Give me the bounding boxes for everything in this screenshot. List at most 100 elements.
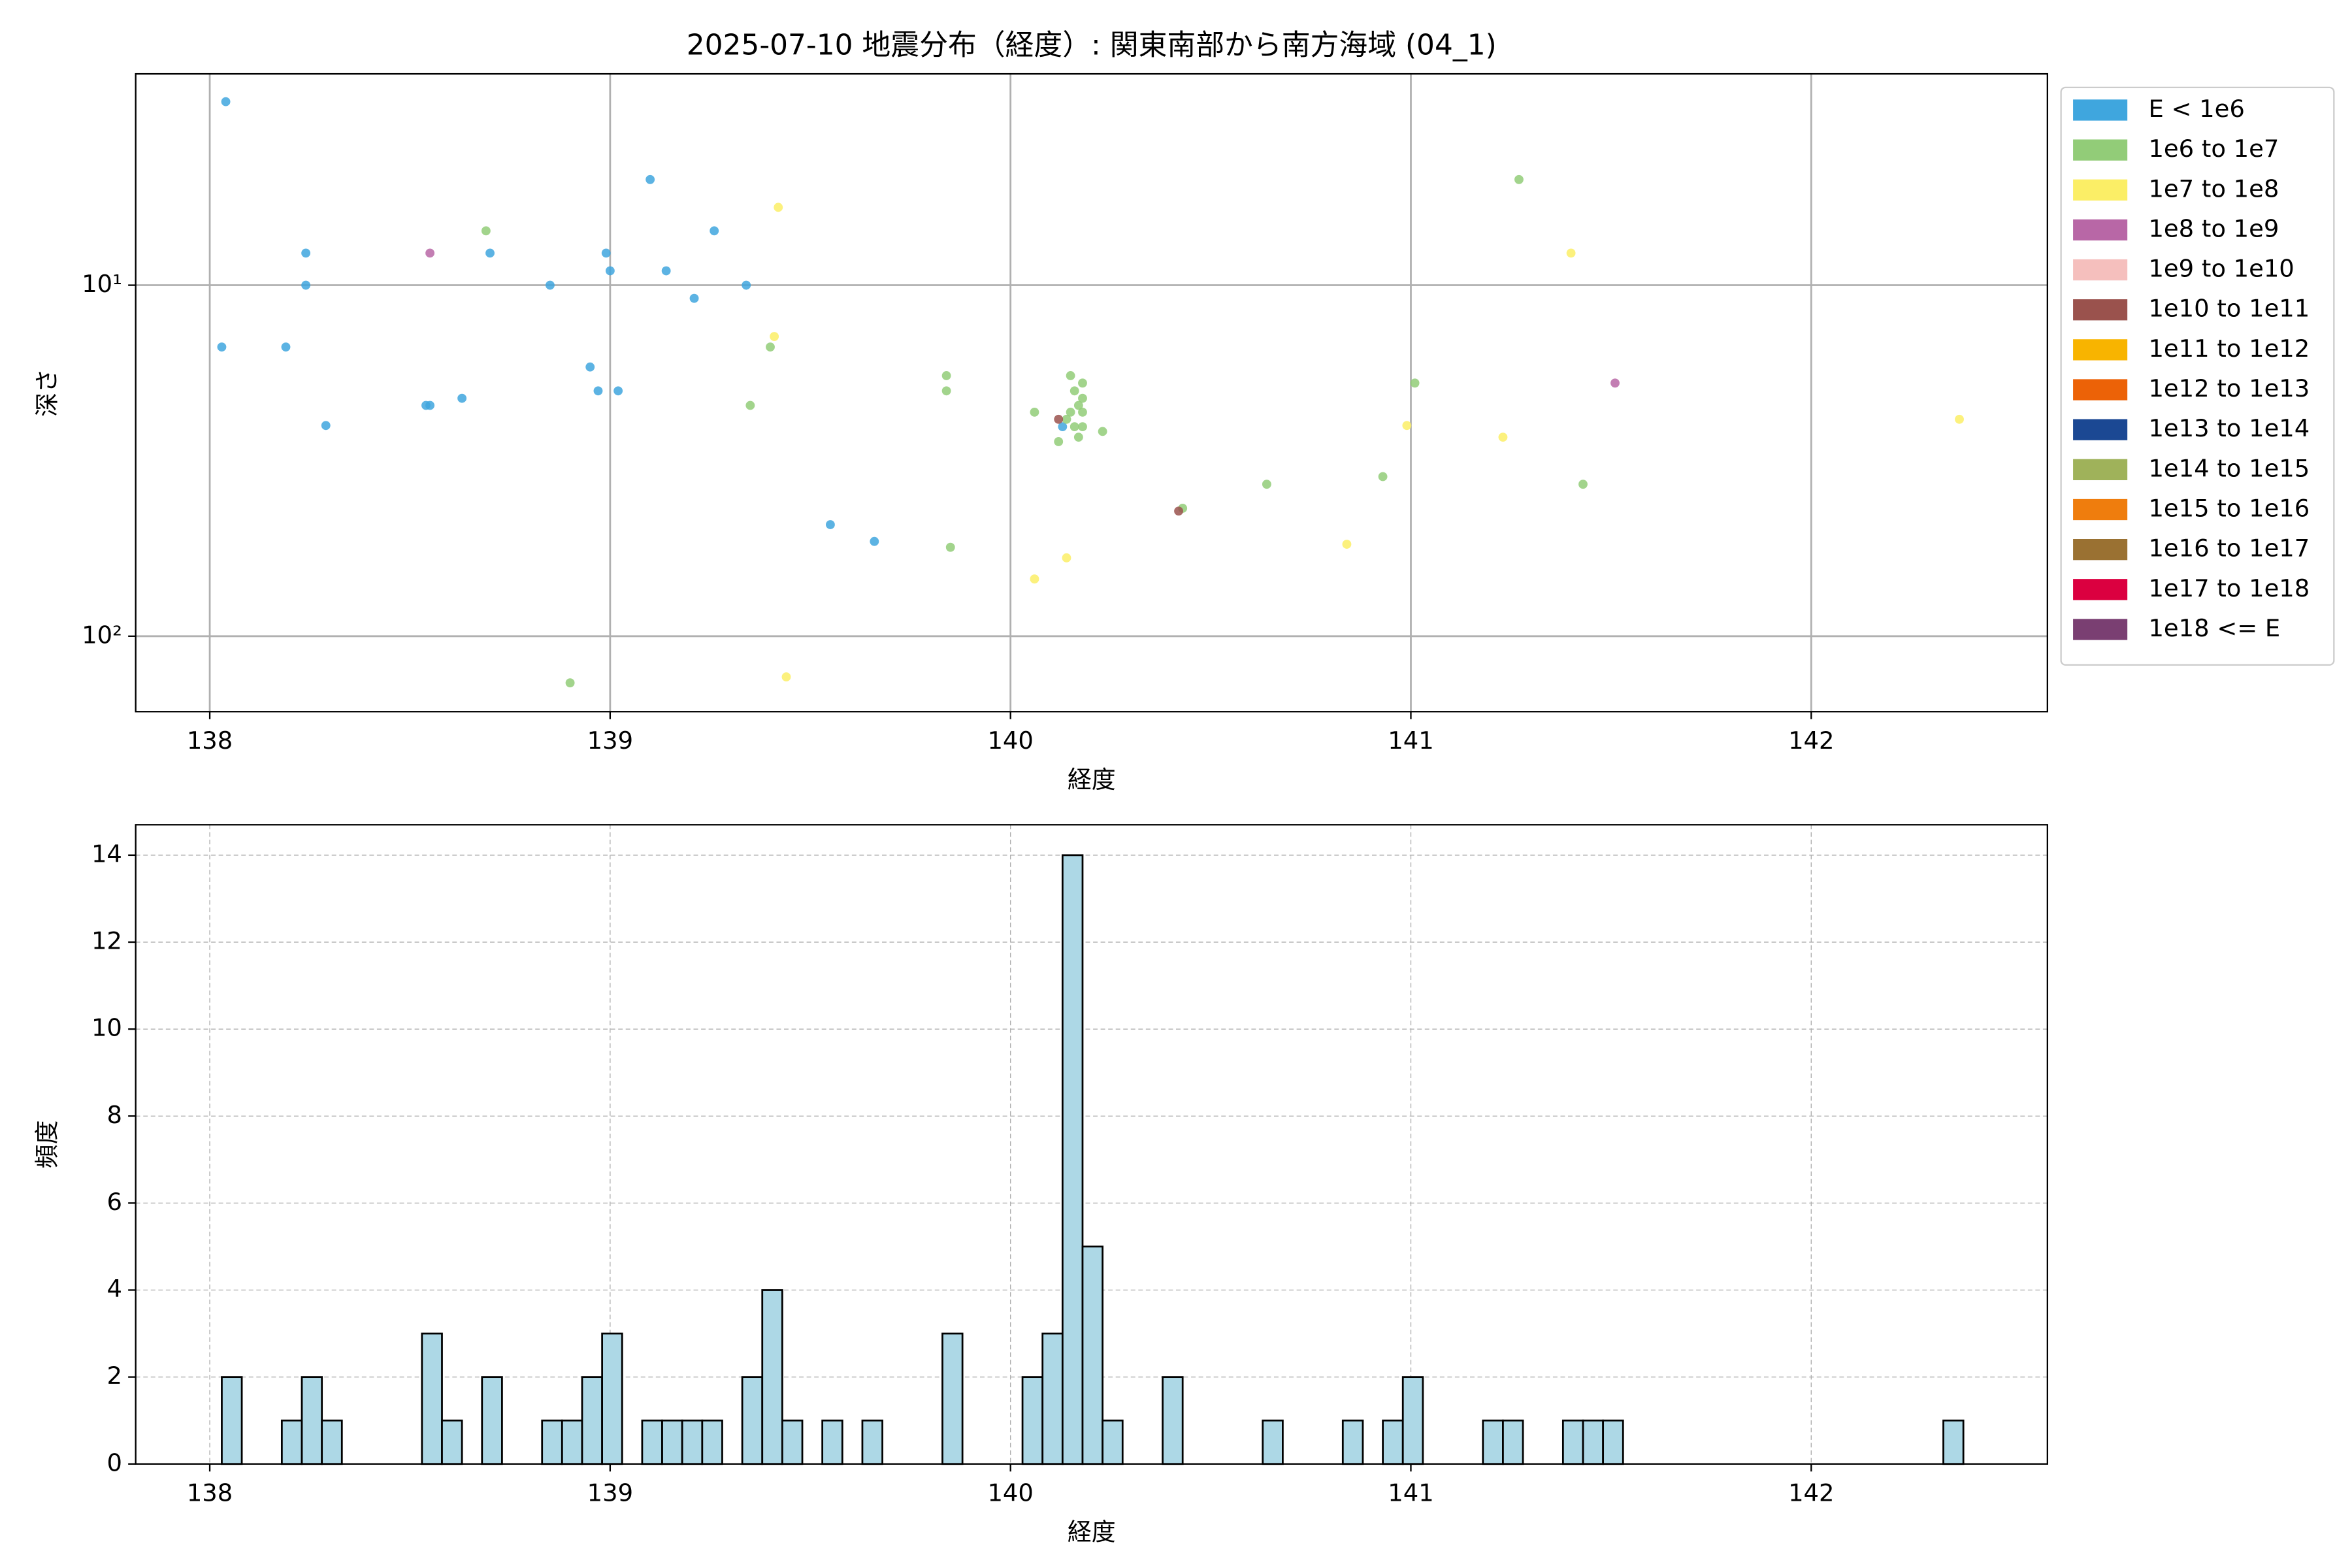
y-tick-label: 8: [106, 1101, 122, 1129]
legend-label: 1e14 to 1e15: [2148, 454, 2310, 482]
histogram-bar: [421, 1332, 443, 1465]
y-tick-label: 10²: [82, 621, 122, 649]
scatter-point: [1410, 378, 1420, 388]
scatter-point: [217, 342, 227, 352]
legend-label: 1e7 to 1e8: [2148, 174, 2279, 203]
histogram-bar: [861, 1419, 883, 1465]
scatter-point: [485, 248, 495, 258]
x-tick-label: 139: [587, 727, 633, 755]
histogram-bar: [1401, 1376, 1424, 1465]
scatter-point: [321, 421, 331, 431]
scatter-point: [1030, 574, 1039, 584]
y-tick-label: 10: [91, 1014, 122, 1042]
histogram-bar: [821, 1419, 843, 1465]
legend-swatch: [2073, 219, 2128, 241]
histogram-bar: [601, 1332, 623, 1465]
y-tick-label: 12: [91, 927, 122, 955]
scatter-point: [1078, 378, 1087, 388]
x-axis-label: 経度: [1068, 1518, 1116, 1546]
histogram-bar: [701, 1419, 723, 1465]
legend-swatch: [2073, 498, 2128, 521]
scatter-point: [613, 386, 623, 396]
scatter-point: [1610, 378, 1620, 388]
x-tick-label: 138: [187, 1478, 233, 1507]
scatter-point: [945, 542, 955, 552]
legend-label: 1e15 to 1e16: [2148, 495, 2310, 523]
scatter-point: [1098, 427, 1107, 436]
scatter-point: [870, 536, 879, 546]
histogram-bar: [1262, 1419, 1284, 1465]
legend-swatch: [2073, 299, 2128, 321]
histogram-bar: [321, 1419, 343, 1465]
scatter-point: [774, 203, 783, 212]
histogram-bar: [761, 1289, 783, 1465]
histogram-bar: [1942, 1419, 1965, 1465]
scatter-point: [1342, 540, 1352, 549]
legend-label: 1e12 to 1e13: [2148, 374, 2310, 402]
scatter-point: [941, 386, 951, 396]
legend-label: 1e11 to 1e12: [2148, 335, 2310, 363]
x-axis-label: 経度: [1068, 766, 1116, 794]
histogram-bar: [781, 1419, 804, 1465]
scatter-point: [1066, 407, 1075, 417]
x-tick-label: 142: [1788, 1478, 1834, 1507]
scatter-point: [1070, 386, 1079, 396]
scatter-point: [593, 386, 603, 396]
y-axis-label: 深さ: [33, 368, 61, 417]
y-tick-label: 10¹: [82, 270, 122, 298]
scatter-point: [770, 332, 779, 341]
histogram-bar: [741, 1376, 764, 1465]
histogram-bar: [221, 1376, 243, 1465]
legend-label: 1e13 to 1e14: [2148, 414, 2310, 442]
histogram-bar: [541, 1419, 563, 1465]
scatter-point: [1066, 371, 1075, 380]
scatter-point: [425, 248, 435, 258]
histogram-bar: [1021, 1376, 1044, 1465]
histogram-bar: [1502, 1419, 1524, 1465]
histogram-bar: [561, 1419, 583, 1465]
legend-swatch: [2073, 579, 2128, 600]
scatter-point: [1062, 414, 1071, 424]
histogram-bar: [581, 1376, 603, 1465]
legend-swatch: [2073, 539, 2128, 561]
histogram-bar: [1602, 1419, 1624, 1465]
histogram-bar: [641, 1419, 663, 1465]
legend-label: 1e9 to 1e10: [2148, 255, 2294, 283]
histogram-bar: [1041, 1332, 1064, 1465]
scatter-point: [481, 226, 491, 236]
histogram-bar: [280, 1419, 303, 1465]
legend-swatch: [2073, 179, 2128, 201]
scatter-point: [645, 174, 655, 184]
histogram-bar: [681, 1419, 704, 1465]
legend-label: 1e16 to 1e17: [2148, 534, 2310, 563]
histogram-bar: [1081, 1245, 1104, 1465]
y-tick-label: 0: [106, 1448, 122, 1477]
histogram-bar: [1482, 1419, 1504, 1465]
x-tick-label: 142: [1788, 727, 1834, 755]
histogram-bar: [941, 1332, 964, 1465]
scatter-point: [1030, 407, 1039, 417]
scatter-point: [1578, 480, 1588, 489]
scatter-point: [1262, 480, 1271, 489]
scatter-point: [1402, 421, 1412, 431]
y-tick-label: 6: [106, 1188, 122, 1216]
legend-label: 1e17 to 1e18: [2148, 574, 2310, 602]
legend-swatch: [2073, 459, 2128, 480]
scatter-point: [1498, 433, 1508, 442]
histogram-bar: [301, 1376, 323, 1465]
scatter-point: [1174, 506, 1183, 516]
histogram-bar: [1061, 854, 1084, 1465]
chart-title: 2025-07-10 地震分布（経度）: 関東南部から南方海域 (04_1): [687, 29, 1497, 62]
histogram-bar: [1162, 1376, 1184, 1465]
scatter-point: [1062, 553, 1071, 563]
legend-swatch: [2073, 339, 2128, 361]
legend: E < 1e6 1e6 to 1e7 1e7 to 1e8 1e8 to 1e9 1e9…: [2060, 86, 2335, 666]
x-tick-label: 138: [187, 727, 233, 755]
scatter-point: [1054, 414, 1064, 424]
scatter-point: [1078, 407, 1087, 417]
scatter-point: [585, 362, 595, 372]
x-tick-label: 140: [987, 1478, 1033, 1507]
